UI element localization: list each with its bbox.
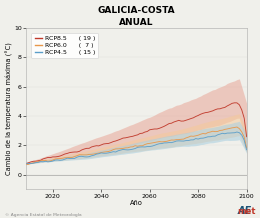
- X-axis label: Año: Año: [130, 200, 143, 206]
- Legend: RCP8.5      ( 19 ), RCP6.0      (  7 ), RCP4.5      ( 15 ): RCP8.5 ( 19 ), RCP6.0 ( 7 ), RCP4.5 ( 15…: [31, 32, 98, 58]
- Text: © Agencia Estatal de Meteorología: © Agencia Estatal de Meteorología: [5, 213, 82, 217]
- Text: AE: AE: [238, 206, 252, 216]
- Text: met: met: [238, 207, 256, 216]
- Y-axis label: Cambio de la temperatura máxima (°C): Cambio de la temperatura máxima (°C): [5, 42, 13, 175]
- Title: GALICIA-COSTA
ANUAL: GALICIA-COSTA ANUAL: [98, 5, 175, 27]
